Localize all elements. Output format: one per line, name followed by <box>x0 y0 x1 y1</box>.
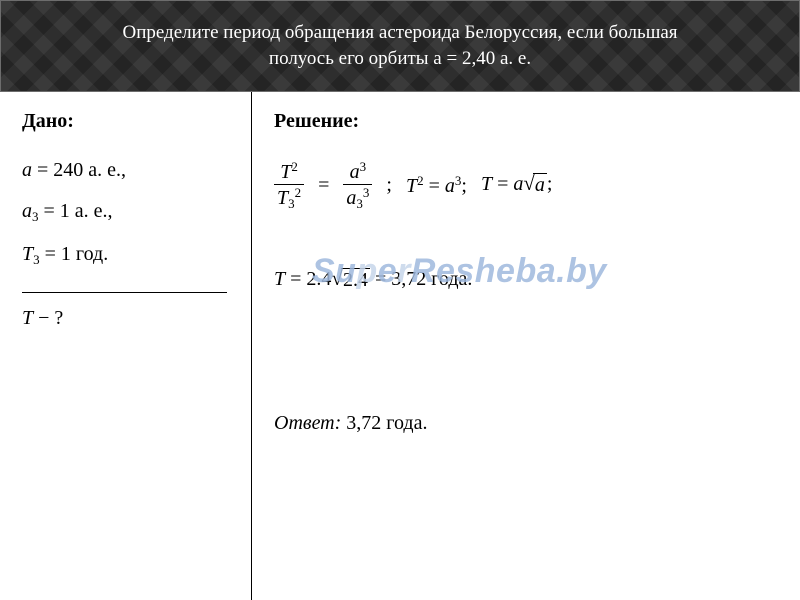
f1-den-sup: 2 <box>295 185 302 200</box>
content-area: Дано: a = 240 а. е., a3 = 1 а. е., T3 = … <box>0 92 800 600</box>
e3-eq: = <box>492 173 513 195</box>
find-question: − ? <box>33 307 63 329</box>
solution-title: Решение: <box>274 110 800 133</box>
header-line-2: полуось его орбиты a = 2,40 а. е. <box>269 48 531 69</box>
f1-num-sup: 2 <box>291 159 298 174</box>
semi-2: ; <box>461 175 467 197</box>
given-a: a = 240 а. е., <box>22 159 227 182</box>
header-line-1: Определите период обращения астероида Бе… <box>122 22 677 43</box>
solution-column: Решение: T2 T32 = a3 a33 ; T2 = a3; T = … <box>252 92 800 600</box>
fraction-t: T2 T32 <box>274 159 304 212</box>
given-block: a = 240 а. е., a3 = 1 а. е., T3 = 1 год. <box>22 159 227 293</box>
var-t3: T <box>22 243 33 265</box>
val-t3: = 1 год. <box>40 243 109 265</box>
calc-expr: T = 2.4√2.4 = 3,72 года. <box>274 268 472 292</box>
eq-t2-a3: T2 = a3; <box>406 173 467 198</box>
f2-num-sup: 3 <box>360 159 367 174</box>
semi-3: ; <box>547 173 553 195</box>
sqrt-a-body: a <box>533 173 547 197</box>
f1-den-var: T <box>277 187 288 209</box>
answer-value: 3,72 года. <box>341 412 427 434</box>
sqrt-24: √2.4 <box>331 268 370 292</box>
val-a3: = 1 а. е., <box>39 200 113 222</box>
calc-coeff: 2.4 <box>306 268 331 290</box>
f2-den-sup: 3 <box>363 185 370 200</box>
calculation-row: T = 2.4√2.4 = 3,72 года. <box>274 268 800 292</box>
var-a: a <box>22 159 32 181</box>
fraction-a: a3 a33 <box>343 159 372 212</box>
answer-label: Ответ: <box>274 412 341 434</box>
find-line: T − ? <box>22 307 251 330</box>
problem-header: Определите период обращения астероида Бе… <box>0 0 800 92</box>
semi-1: ; <box>386 174 392 197</box>
e3-a: a <box>513 173 523 195</box>
var-a3: a <box>22 200 32 222</box>
sqrt-a: √a <box>523 173 547 197</box>
f2-den-var: a <box>346 187 356 209</box>
f1-num-var: T <box>280 161 291 183</box>
given-a3: a3 = 1 а. е., <box>22 200 227 225</box>
calc-eq: = <box>285 268 306 290</box>
given-t3: T3 = 1 год. <box>22 243 227 268</box>
calc-result: = 3,72 года. <box>370 268 472 290</box>
given-title: Дано: <box>22 110 251 133</box>
kepler-equation-row: T2 T32 = a3 a33 ; T2 = a3; T = a√a; <box>274 159 800 212</box>
calc-lhs: T <box>274 268 285 290</box>
eq-t-asqrta: T = a√a; <box>481 173 553 197</box>
e2-lhs: T <box>406 175 417 197</box>
problem-statement: Определите период обращения астероида Бе… <box>122 20 677 71</box>
given-column: Дано: a = 240 а. е., a3 = 1 а. е., T3 = … <box>0 92 252 600</box>
e2-eq: = <box>424 175 445 197</box>
e2-rhs: a <box>445 175 455 197</box>
answer-line: Ответ: 3,72 года. <box>274 412 800 435</box>
e3-lhs: T <box>481 173 492 195</box>
val-a: = 240 а. е., <box>32 159 126 181</box>
sqrt-24-body: 2.4 <box>341 268 370 292</box>
equals-1: = <box>318 174 329 197</box>
f2-num-var: a <box>350 161 360 183</box>
find-var: T <box>22 307 33 329</box>
